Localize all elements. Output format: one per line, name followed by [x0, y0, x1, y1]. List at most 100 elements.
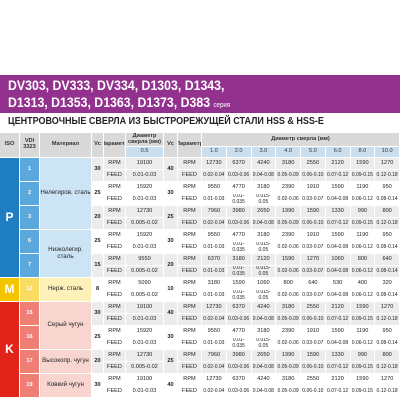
- vdi: 7: [20, 254, 40, 278]
- vc: 40: [164, 158, 178, 182]
- feed: 0.01-0.03: [126, 314, 164, 326]
- feed: 0.08-0.14: [375, 266, 400, 278]
- feed: 0.015-0.05: [251, 242, 277, 254]
- feed: 0.06-0.12: [350, 242, 376, 254]
- header-diameter-value: 10.0: [375, 147, 400, 158]
- material: Серый чугун: [40, 302, 92, 350]
- vc: 8: [92, 278, 104, 302]
- title-line: DV303, DV333, DV334, D1303, D1343,: [8, 77, 225, 93]
- feed: 0.06-0.10: [301, 386, 326, 398]
- feed: 0.03-0.07: [301, 338, 326, 350]
- feed: 0.05-0.09: [276, 218, 301, 230]
- feed: 0.07-0.12: [325, 170, 351, 182]
- feed: 0.04-0.08: [251, 386, 277, 398]
- rpm: 1060: [325, 254, 351, 266]
- param: FEED: [104, 266, 126, 278]
- material: Низколегир. сталь: [40, 230, 92, 278]
- param: RPM: [178, 182, 202, 194]
- vdi: 3: [20, 206, 40, 230]
- vc: 25: [164, 206, 178, 230]
- feed: 0.01-0.03: [126, 170, 164, 182]
- header-param: Параметр: [104, 133, 126, 158]
- rpm: 2120: [325, 374, 351, 386]
- rpm: 9550: [126, 254, 164, 266]
- rpm: 2550: [301, 158, 326, 170]
- header-param: Параметр: [178, 133, 202, 158]
- param: RPM: [104, 278, 126, 290]
- rpm: 9550: [202, 182, 227, 194]
- feed: 0.12-0.18: [375, 218, 400, 230]
- rpm: 3180: [276, 158, 301, 170]
- rpm: 2120: [325, 302, 351, 314]
- param: RPM: [104, 326, 126, 338]
- param: FEED: [104, 218, 126, 230]
- header-iso: ISO: [0, 133, 20, 158]
- rpm: 4770: [226, 230, 252, 242]
- rpm: 1590: [325, 230, 351, 242]
- vc: 25: [164, 350, 178, 374]
- feed: 0.01-0.035: [226, 290, 252, 302]
- feed: 0.05-0.09: [276, 170, 301, 182]
- feed: 0.03-0.06: [226, 386, 252, 398]
- feed: 0.03-0.06: [226, 218, 252, 230]
- feed: 0.12-0.18: [375, 170, 400, 182]
- vc: 20: [92, 350, 104, 374]
- rpm: 1590: [350, 158, 376, 170]
- rpm: 5090: [126, 278, 164, 290]
- param: FEED: [104, 338, 126, 350]
- param: RPM: [104, 302, 126, 314]
- rpm: 800: [375, 350, 400, 362]
- feed: 0.005-0.02: [126, 362, 164, 374]
- rpm: 3180: [251, 326, 277, 338]
- rpm: 4770: [226, 326, 252, 338]
- vdi: 19: [20, 374, 40, 398]
- rpm: 1330: [325, 350, 351, 362]
- rpm: 950: [375, 326, 400, 338]
- feed: 0.04-0.08: [325, 242, 351, 254]
- rpm: 1270: [375, 302, 400, 314]
- rpm: 950: [375, 230, 400, 242]
- rpm: 12730: [202, 158, 227, 170]
- vc: 40: [164, 374, 178, 398]
- feed: 0.04-0.08: [325, 194, 351, 206]
- rpm: 4240: [251, 158, 277, 170]
- feed: 0.09-0.15: [350, 170, 376, 182]
- feed: 0.07-0.12: [325, 218, 351, 230]
- rpm: 15920: [126, 326, 164, 338]
- rpm: 9550: [202, 230, 227, 242]
- rpm: 1590: [226, 278, 252, 290]
- param: RPM: [178, 302, 202, 314]
- feed: 0.01-0.035: [226, 242, 252, 254]
- feed: 0.08-0.14: [375, 290, 400, 302]
- feed: 0.06-0.10: [301, 170, 326, 182]
- feed: 0.06-0.12: [350, 290, 376, 302]
- header-diameter-value: 8.0: [350, 147, 376, 158]
- vdi: 12: [20, 278, 40, 302]
- rpm: 1990: [276, 206, 301, 218]
- rpm: 1270: [375, 158, 400, 170]
- param: RPM: [104, 350, 126, 362]
- subtitle: ЦЕНТРОВОЧНЫЕ СВЕРЛА ИЗ БЫСТРОРЕЖУЩЕЙ СТА…: [8, 116, 324, 127]
- feed: 0.01-0.03: [202, 338, 227, 350]
- feed: 0.12-0.18: [375, 386, 400, 398]
- param: RPM: [104, 374, 126, 386]
- rpm: 800: [276, 278, 301, 290]
- feed: 0.09-0.15: [350, 362, 376, 374]
- rpm: 15920: [126, 230, 164, 242]
- rpm: 1270: [301, 254, 326, 266]
- feed: 0.03-0.06: [226, 314, 252, 326]
- feed: 0.02-0.04: [202, 386, 227, 398]
- feed: 0.02-0.06: [276, 194, 301, 206]
- iso-group: M: [0, 278, 20, 302]
- rpm: 1190: [350, 230, 376, 242]
- rpm: 2650: [251, 206, 277, 218]
- param: FEED: [104, 242, 126, 254]
- rpm: 990: [350, 206, 376, 218]
- feed: 0.08-0.14: [375, 242, 400, 254]
- rpm: 3180: [202, 278, 227, 290]
- feed: 0.04-0.08: [325, 290, 351, 302]
- rpm: 2550: [301, 374, 326, 386]
- vc: 30: [164, 230, 178, 254]
